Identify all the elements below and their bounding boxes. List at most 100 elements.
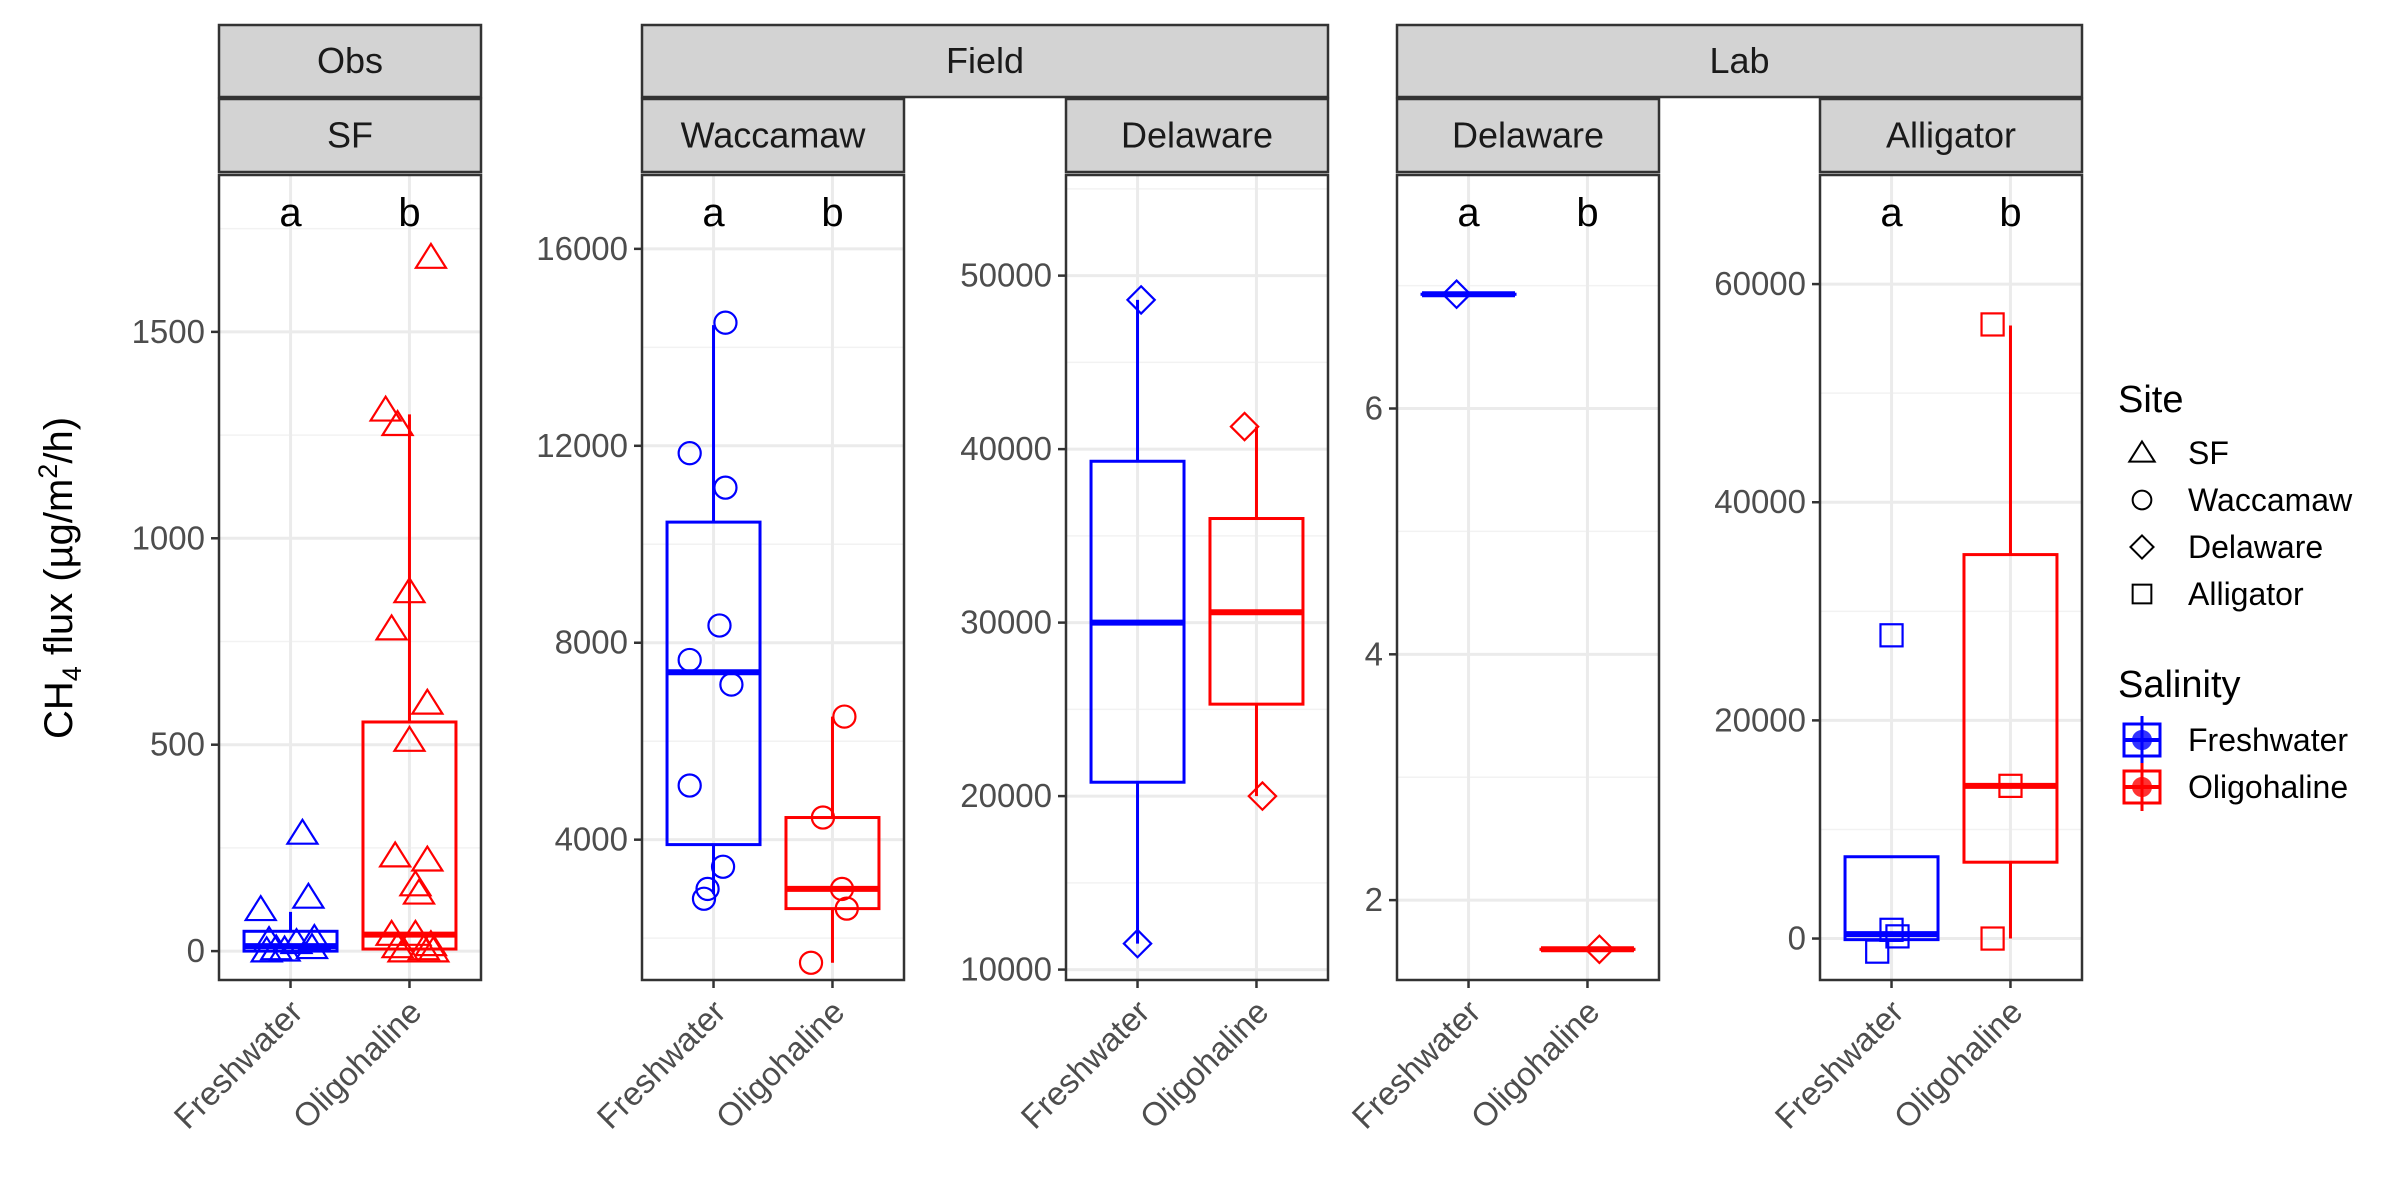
panel-lab-alligator: Alligator 0 20000 40000 60000 a b FreshwaterOli… <box>1714 97 2084 1136</box>
data-point-oligohaline <box>834 896 859 921</box>
significance-letter: a <box>702 191 725 235</box>
strip-site <box>1064 97 1330 174</box>
y-tick-label: 40000 <box>960 430 1052 467</box>
legend-salinity-title: Salinity <box>2118 664 2241 706</box>
legend-salinity-label: Oligohaline <box>2188 769 2348 805</box>
data-point-freshwater <box>291 881 326 909</box>
ylabel-mid: flux (µg/m <box>37 479 81 667</box>
data-point-oligohaline <box>386 935 421 963</box>
box-freshwater <box>1089 299 1186 944</box>
ylabel-main: CH <box>37 681 81 739</box>
data-point-oligohaline <box>406 933 441 961</box>
strip-site-label: Alligator <box>1886 115 2016 156</box>
significance-letter: b <box>821 191 843 235</box>
legend-key-delaware <box>2129 534 2155 560</box>
facet-strips: Obs Field Lab <box>217 23 2084 99</box>
legend-site-label: Delaware <box>2188 529 2323 565</box>
data-point-freshwater <box>707 613 732 638</box>
legend-key-oligohaline <box>2122 763 2162 811</box>
box-iqr <box>665 520 762 847</box>
data-point-freshwater <box>297 923 332 951</box>
y-tick-label: 10000 <box>960 951 1052 988</box>
box-oligohaline <box>361 414 458 952</box>
panel-field-waccamaw: Waccamaw 4000 8000 12000 16000 a b FreshwaterOl… <box>536 97 906 1136</box>
legend-site-label: Waccamaw <box>2188 482 2353 518</box>
significance-letter: a <box>1457 191 1480 235</box>
data-point-oligohaline <box>410 844 445 872</box>
box-oligohaline <box>1962 325 2059 939</box>
x-tick-label: Freshwater <box>1768 993 1911 1136</box>
data-point-oligohaline <box>410 687 445 715</box>
y-tick-label: 12000 <box>536 427 628 464</box>
data-point-freshwater <box>710 854 736 879</box>
panel-field-delaware: Delaware 10000 20000 30000 40000 50000 Freshwa… <box>960 97 1330 1136</box>
x-tick-label: Oligohaline <box>708 993 851 1136</box>
significance-letter: b <box>398 191 420 235</box>
legend-key-sf <box>2127 439 2157 463</box>
data-point-freshwater <box>691 886 717 911</box>
y-tick-label: 8000 <box>555 624 628 661</box>
data-point-freshwater <box>677 773 702 798</box>
box-iqr <box>784 816 881 911</box>
panel-border <box>217 173 483 982</box>
y-tick-label: 30000 <box>960 604 1052 641</box>
y-tick-label: 60000 <box>1714 265 1806 302</box>
strip-site <box>1395 97 1661 174</box>
x-tick-label: Freshwater <box>167 993 310 1136</box>
y-tick-label: 16000 <box>536 230 628 267</box>
x-tick-label: Freshwater <box>1014 993 1157 1136</box>
data-point-oligohaline <box>378 840 413 868</box>
data-point-freshwater <box>259 933 294 961</box>
strip-group-label: Field <box>946 40 1024 81</box>
box-oligohaline <box>1208 426 1305 797</box>
panel-border <box>1064 173 1330 982</box>
data-point-oligohaline <box>416 935 451 963</box>
data-point-freshwater <box>713 475 738 500</box>
significance-letter: b <box>1999 191 2021 235</box>
data-point-oligohaline <box>1980 926 2005 951</box>
data-point-oligohaline <box>398 869 433 897</box>
data-point-freshwater <box>1865 939 1890 964</box>
y-axis-label: CH4 flux (µg/m2/h) <box>33 417 87 739</box>
legend-key-waccamaw <box>2131 489 2153 511</box>
strip-group-lab <box>1395 23 2084 99</box>
strip-site <box>217 97 483 174</box>
ylabel-sub: 4 <box>57 666 87 681</box>
data-point-freshwater <box>1125 284 1157 316</box>
strip-group-label: Obs <box>317 40 383 81</box>
data-point-oligohaline <box>380 409 415 437</box>
data-point-oligohaline <box>413 929 448 957</box>
box-iqr <box>1962 553 2059 864</box>
y-tick-label: 20000 <box>1714 701 1806 738</box>
x-tick-label: Freshwater <box>590 993 733 1136</box>
data-point-oligohaline <box>1247 780 1278 812</box>
ylabel-end: /h) <box>37 417 81 464</box>
data-point-freshwater <box>243 894 278 922</box>
x-tick-label: Oligohaline <box>1463 993 1606 1136</box>
data-point-oligohaline <box>1229 411 1260 442</box>
data-point-oligohaline <box>392 724 427 752</box>
data-point-oligohaline <box>810 805 836 830</box>
data-point-freshwater <box>713 310 738 335</box>
data-point-oligohaline <box>832 704 857 729</box>
panel-border <box>1818 173 2084 982</box>
x-tick-label: Oligohaline <box>285 993 428 1136</box>
legend-key-point <box>2132 730 2152 750</box>
data-point-freshwater <box>267 934 302 962</box>
box-freshwater <box>1843 855 1940 942</box>
y-tick-label: 40000 <box>1714 483 1806 520</box>
data-point-oligohaline <box>368 394 403 422</box>
data-point-oligohaline <box>1980 312 2005 337</box>
data-point-freshwater <box>294 932 329 960</box>
y-tick-label: 50000 <box>960 257 1052 294</box>
strip-group-field <box>640 23 1330 99</box>
panel-border <box>1395 173 1661 982</box>
strip-site-label: Delaware <box>1452 115 1604 156</box>
strip-site <box>640 97 906 174</box>
y-tick-label: 4000 <box>555 821 628 858</box>
significance-letter: b <box>1576 191 1598 235</box>
